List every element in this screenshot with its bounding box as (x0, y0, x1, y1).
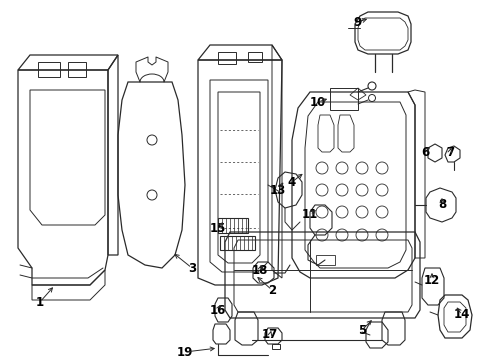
Bar (247, 52, 262, 62)
Text: 9: 9 (353, 15, 362, 28)
Text: 6: 6 (420, 145, 428, 158)
Bar (218, 218, 247, 233)
Bar (38, 62, 60, 77)
Text: 18: 18 (251, 264, 267, 276)
Bar (220, 236, 254, 250)
Text: 17: 17 (262, 328, 278, 342)
Text: 3: 3 (187, 261, 196, 274)
Text: 19: 19 (177, 346, 193, 359)
Text: 12: 12 (423, 274, 439, 287)
Bar (329, 88, 357, 110)
Text: 7: 7 (445, 145, 453, 158)
Text: 14: 14 (453, 309, 469, 321)
Text: 5: 5 (357, 324, 366, 337)
Text: 13: 13 (269, 184, 285, 197)
Text: 2: 2 (267, 284, 276, 297)
Bar (218, 52, 236, 64)
Text: 1: 1 (36, 296, 44, 309)
Bar (271, 344, 280, 349)
Text: 16: 16 (209, 303, 226, 316)
Text: 10: 10 (309, 95, 325, 108)
Text: 15: 15 (209, 221, 226, 234)
Text: 8: 8 (437, 198, 445, 211)
Text: 11: 11 (301, 208, 318, 221)
Text: 4: 4 (287, 175, 296, 189)
Bar (68, 62, 86, 77)
